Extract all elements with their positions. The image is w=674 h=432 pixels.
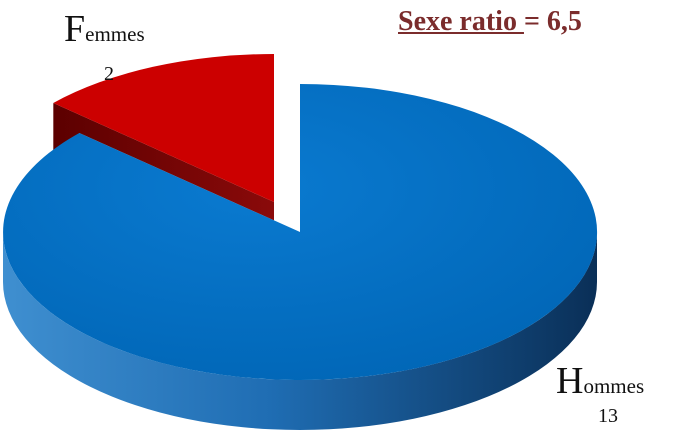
sex-ratio-title: Sexe ratio = 6,5 [398, 6, 582, 38]
slice-hommes [3, 83, 598, 380]
legend-label-hommes: Hommes [556, 360, 645, 402]
sex-ratio-title-value: = 6,5 [523, 6, 582, 37]
data-label-hommes: 13 [598, 405, 618, 427]
slice-side-hommes [3, 232, 597, 430]
data-label-femmes: 2 [104, 63, 114, 85]
slice-femmes [53, 54, 274, 202]
legend-label-femmes: Femmes [64, 8, 145, 50]
sex-ratio-title-underlined: Sexe ratio [398, 6, 524, 37]
